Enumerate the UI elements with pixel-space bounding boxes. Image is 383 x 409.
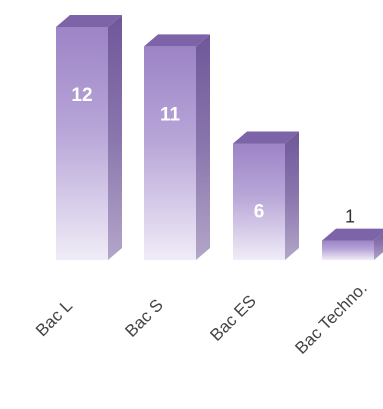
bar-side-face (196, 34, 210, 260)
bar-front-face (233, 143, 285, 260)
category-labels-group: Bac L Bac S Bac ES Bac Techno. (32, 278, 371, 357)
bar-2: 6 (233, 131, 299, 260)
category-label: Bac S (121, 295, 167, 341)
bar-value-label: 1 (345, 207, 355, 227)
bar-value-label: 11 (160, 104, 181, 125)
bar-value-label: 12 (71, 85, 92, 106)
bar-3: 1 (322, 207, 383, 260)
bar-front-face (56, 27, 108, 260)
bar-0: 12 (56, 15, 122, 260)
bar-top-face (144, 34, 210, 47)
bar-top-face (322, 228, 383, 241)
category-label: Bac ES (206, 291, 260, 345)
category-label: Bac L (32, 296, 76, 340)
bars-group: 12 11 6 1 (56, 15, 383, 260)
bar-side-face (108, 15, 122, 260)
bar-1: 11 (144, 34, 210, 260)
bar-side-face (285, 131, 299, 260)
bar-front-face (322, 240, 374, 260)
bar-top-face (233, 131, 299, 144)
bar-top-face (56, 15, 122, 27)
bar-side-face (374, 232, 383, 260)
bar-front-face (144, 46, 196, 260)
bar-value-label: 6 (254, 202, 265, 223)
category-label: Bac Techno. (291, 278, 370, 357)
